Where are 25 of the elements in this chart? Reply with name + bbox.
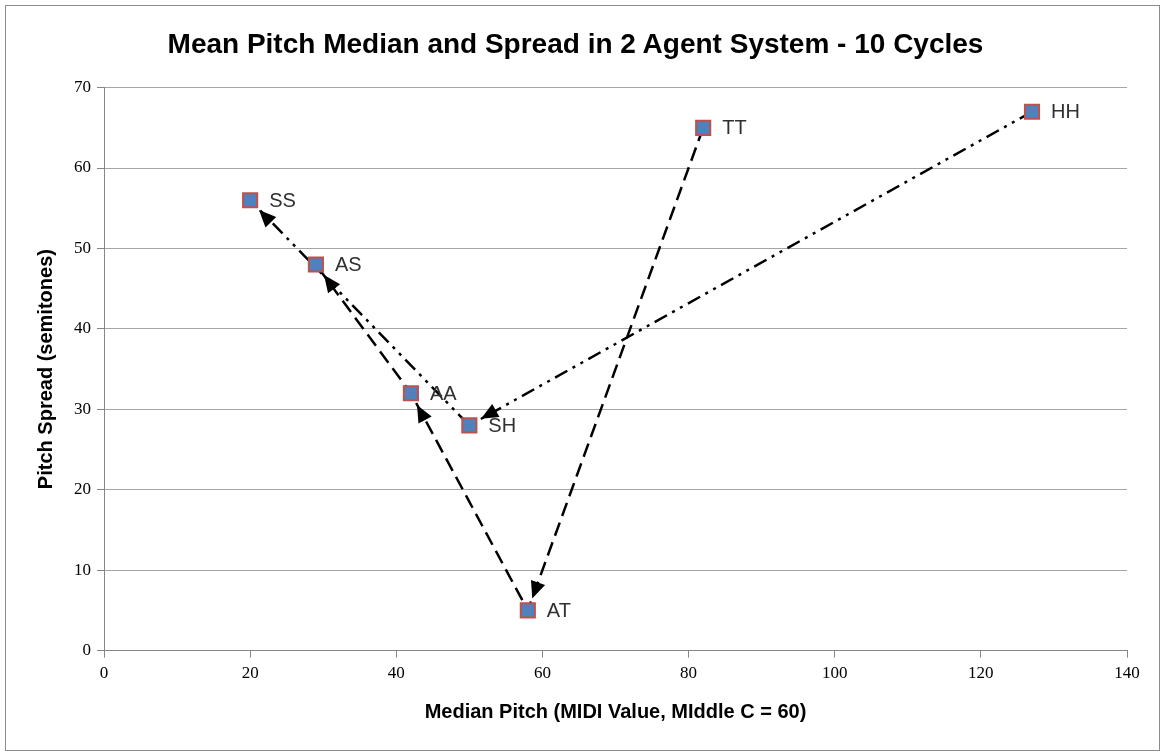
y-tick-label: 10	[74, 559, 91, 579]
x-tick-label: 80	[680, 663, 698, 683]
x-tick-label: 140	[1114, 663, 1140, 683]
x-axis-title: Median Pitch (MIDI Value, MIddle C = 60)	[424, 699, 807, 722]
annotation: AS	[334, 253, 362, 276]
annotation: TT	[722, 116, 747, 139]
y-tick-label: 20	[74, 479, 91, 499]
y-tick-label: 70	[74, 77, 91, 97]
chart-title: Mean Pitch Median and Spread in 2 Agent System - 10 Cycles	[167, 27, 984, 59]
annotation: SS	[269, 188, 296, 211]
annotation: HH	[1051, 100, 1080, 123]
y-axis-title: Pitch Spread (semitones)	[33, 249, 56, 490]
x-tick-label: 40	[387, 663, 405, 683]
y-tick-label: 0	[82, 640, 91, 660]
y-tick-label: 30	[74, 398, 91, 418]
x-tick-label: 0	[99, 663, 109, 683]
y-tick-label: 50	[74, 237, 91, 257]
x-tick-label: 20	[241, 663, 259, 683]
y-tick-label: 40	[74, 318, 91, 338]
x-tick-label: 120	[968, 663, 994, 683]
y-tick-label: 60	[74, 157, 91, 177]
x-tick-label: 60	[533, 663, 551, 683]
annotation: SH	[488, 413, 517, 436]
x-tick-label: 100	[821, 663, 848, 683]
annotation: AT	[546, 598, 571, 621]
